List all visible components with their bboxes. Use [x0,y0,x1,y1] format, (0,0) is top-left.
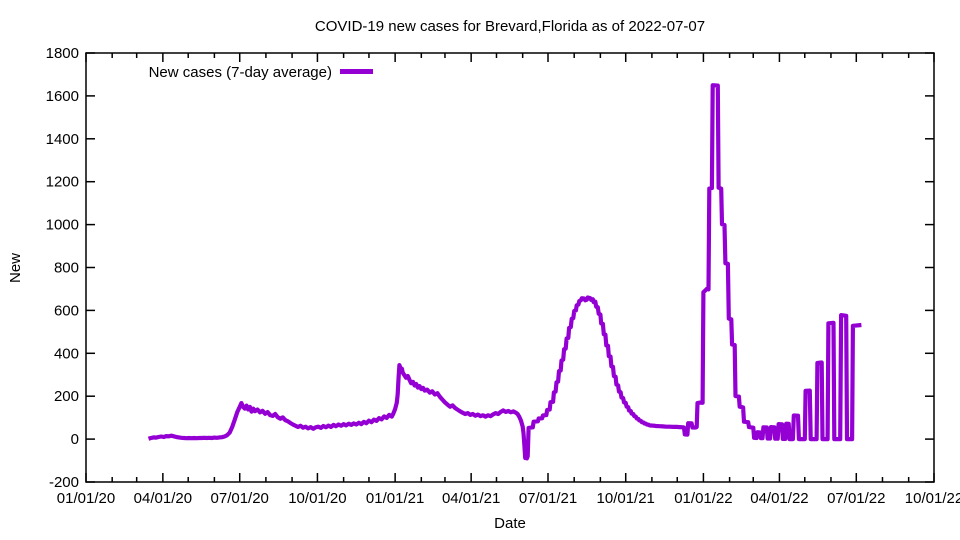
tick-label: 200 [54,388,79,405]
tick-label: -200 [49,474,79,491]
tick-label: 1200 [46,174,79,191]
legend-label: New cases (7-day average) [149,64,332,81]
new-cases-line [147,83,862,461]
tick-label: 01/01/21 [366,490,424,507]
legend: New cases (7-day average) [149,64,373,81]
tick-label: 400 [54,345,79,362]
tick-label: 04/01/22 [750,490,808,507]
tick-label: 10/01/22 [905,490,960,507]
tick-label: 07/01/21 [519,490,577,507]
chart-title: COVID-19 new cases for Brevard,Florida a… [315,18,705,35]
tick-label: 01/01/22 [674,490,732,507]
tick-label: 04/01/20 [134,490,192,507]
tick-label: 01/01/20 [57,490,115,507]
tick-label: 1400 [46,131,79,148]
tick-label: 1600 [46,88,79,105]
tick-label: 800 [54,260,79,277]
tick-label: 10/01/21 [597,490,655,507]
tick-label: 04/01/21 [442,490,500,507]
axis-tick-labels: 01/01/20 04/01/20 07/01/20 10/01/20 01/01/21… [46,45,960,507]
tick-label: 0 [71,431,79,448]
tick-label: 1800 [46,45,79,62]
y-axis-title: New [7,253,24,283]
tick-label: 07/01/20 [211,490,269,507]
axis-ticks [85,52,935,483]
tick-label: 1000 [46,217,79,234]
tick-label: 600 [54,302,79,319]
tick-label: 07/01/22 [827,490,885,507]
x-axis-title: Date [494,515,526,532]
tick-label: 10/01/20 [288,490,346,507]
